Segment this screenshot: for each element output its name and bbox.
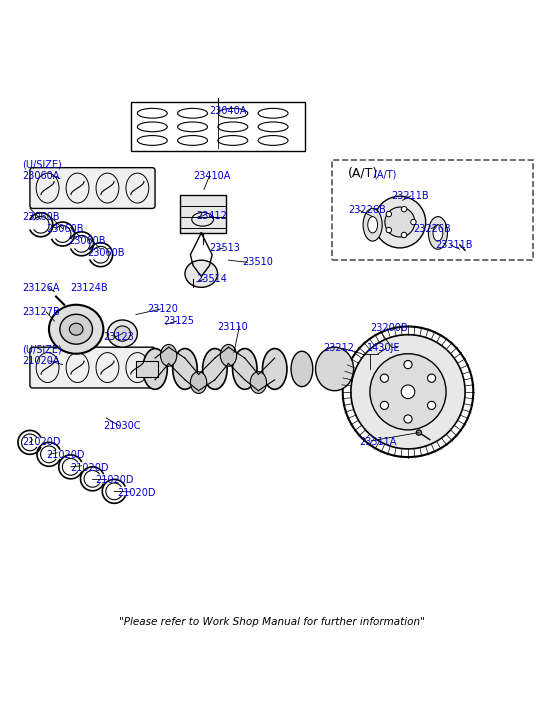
Text: 21020D: 21020D xyxy=(46,450,85,460)
Text: 23412: 23412 xyxy=(196,211,227,220)
Ellipse shape xyxy=(291,351,313,387)
Ellipse shape xyxy=(401,232,407,238)
Text: 21020D: 21020D xyxy=(117,488,156,498)
Ellipse shape xyxy=(343,326,473,457)
Ellipse shape xyxy=(401,385,415,398)
Text: 23126A: 23126A xyxy=(22,284,59,294)
Ellipse shape xyxy=(428,401,436,409)
Ellipse shape xyxy=(404,361,412,369)
Text: 23060A: 23060A xyxy=(22,171,59,181)
Ellipse shape xyxy=(428,374,436,382)
Text: 23060B: 23060B xyxy=(87,247,125,257)
Ellipse shape xyxy=(191,212,213,226)
FancyBboxPatch shape xyxy=(332,159,533,260)
Text: 23510: 23510 xyxy=(242,257,273,268)
Text: 1430JE: 1430JE xyxy=(367,343,401,353)
Text: 23410A: 23410A xyxy=(193,171,231,181)
Ellipse shape xyxy=(160,345,177,366)
Text: 21020D: 21020D xyxy=(95,475,134,486)
Ellipse shape xyxy=(380,374,388,382)
Text: (A/T): (A/T) xyxy=(348,166,379,180)
Text: 23125: 23125 xyxy=(163,316,194,326)
Text: (A/T): (A/T) xyxy=(373,169,396,179)
Ellipse shape xyxy=(411,220,416,225)
Ellipse shape xyxy=(316,348,354,390)
Text: 23226B: 23226B xyxy=(413,224,451,233)
Text: 23200B: 23200B xyxy=(370,323,407,333)
Ellipse shape xyxy=(190,371,207,393)
Ellipse shape xyxy=(220,345,237,366)
Text: 23127B: 23127B xyxy=(22,307,59,317)
Text: 23124B: 23124B xyxy=(71,284,108,294)
Text: 23211B: 23211B xyxy=(392,191,429,201)
FancyBboxPatch shape xyxy=(30,168,155,209)
Ellipse shape xyxy=(370,354,446,430)
Text: 21020A: 21020A xyxy=(22,356,59,366)
Ellipse shape xyxy=(380,401,388,409)
Text: 21020D: 21020D xyxy=(71,463,109,473)
Ellipse shape xyxy=(429,217,447,249)
Text: 21030C: 21030C xyxy=(103,421,141,431)
Text: 23110: 23110 xyxy=(218,321,249,332)
Text: 23311A: 23311A xyxy=(359,438,397,447)
Bar xyxy=(136,361,158,377)
Ellipse shape xyxy=(70,324,83,335)
Text: "Please refer to Work Shop Manual for further information": "Please refer to Work Shop Manual for fu… xyxy=(119,617,425,627)
Ellipse shape xyxy=(114,326,131,341)
Ellipse shape xyxy=(416,430,422,435)
Ellipse shape xyxy=(185,260,218,287)
Bar xyxy=(131,103,305,151)
Text: 23311B: 23311B xyxy=(435,240,473,250)
Text: 23513: 23513 xyxy=(209,243,240,253)
Text: (U/SIZE): (U/SIZE) xyxy=(22,345,61,355)
Ellipse shape xyxy=(385,207,415,237)
Ellipse shape xyxy=(60,314,92,344)
Ellipse shape xyxy=(143,348,168,390)
Ellipse shape xyxy=(386,212,392,217)
Bar xyxy=(180,195,226,233)
Text: 23514: 23514 xyxy=(196,274,227,284)
Ellipse shape xyxy=(368,217,378,233)
Text: 23123: 23123 xyxy=(103,332,134,342)
Text: 23226B: 23226B xyxy=(348,205,386,215)
Ellipse shape xyxy=(173,348,197,390)
Ellipse shape xyxy=(363,209,382,241)
Text: 23060B: 23060B xyxy=(68,236,106,246)
Ellipse shape xyxy=(404,415,412,423)
Ellipse shape xyxy=(250,371,267,393)
Text: 23040A: 23040A xyxy=(209,105,247,116)
Text: 23060B: 23060B xyxy=(46,224,84,233)
Ellipse shape xyxy=(202,348,227,390)
Ellipse shape xyxy=(107,320,137,348)
Ellipse shape xyxy=(401,206,407,212)
Ellipse shape xyxy=(433,225,443,241)
Ellipse shape xyxy=(374,196,425,248)
Ellipse shape xyxy=(263,348,287,390)
Ellipse shape xyxy=(49,305,103,354)
Text: 23212: 23212 xyxy=(324,343,355,353)
Text: (U/SIZE): (U/SIZE) xyxy=(22,160,61,170)
Text: 23120: 23120 xyxy=(147,304,178,314)
Ellipse shape xyxy=(351,334,465,449)
Ellipse shape xyxy=(233,348,257,390)
Text: 21020D: 21020D xyxy=(22,438,60,447)
Ellipse shape xyxy=(386,228,392,233)
Text: 23060B: 23060B xyxy=(22,212,59,222)
FancyBboxPatch shape xyxy=(30,348,155,388)
